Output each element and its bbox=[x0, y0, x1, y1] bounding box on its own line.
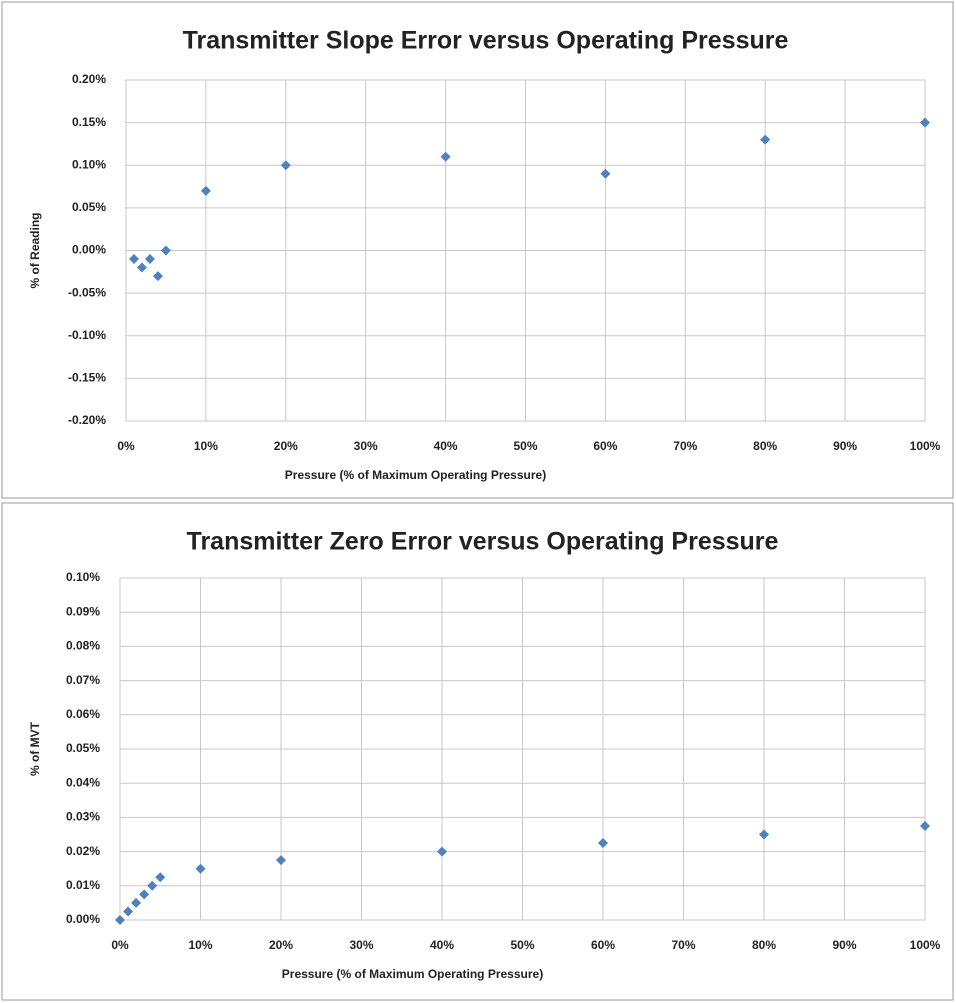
y-tick-label: -0.15% bbox=[68, 371, 106, 385]
point bbox=[276, 855, 286, 866]
point bbox=[131, 897, 142, 908]
point bbox=[760, 134, 771, 145]
y-tick-label: 0.00% bbox=[66, 912, 100, 926]
x-tick-label: 40% bbox=[430, 938, 454, 952]
x-axis-label: Pressure (% of Maximum Operating Pressur… bbox=[282, 967, 543, 981]
y-tick-label: -0.20% bbox=[68, 413, 106, 427]
point bbox=[147, 880, 158, 891]
y-tick-label: 0.00% bbox=[72, 243, 106, 257]
point bbox=[920, 820, 930, 831]
point bbox=[920, 117, 930, 128]
point bbox=[598, 838, 608, 849]
x-tick-label: 80% bbox=[752, 938, 776, 952]
x-tick-label: 30% bbox=[354, 439, 378, 453]
y-tick-label: 0.01% bbox=[66, 878, 100, 892]
x-tick-label: 90% bbox=[832, 938, 856, 952]
x-tick-label: 40% bbox=[434, 439, 458, 453]
point bbox=[136, 262, 147, 273]
point bbox=[152, 271, 163, 282]
point bbox=[155, 872, 166, 883]
y-tick-label: 0.10% bbox=[72, 157, 106, 171]
point bbox=[600, 168, 611, 179]
x-tick-label: 100% bbox=[910, 439, 941, 453]
x-tick-label: 90% bbox=[833, 439, 857, 453]
plot-border bbox=[125, 79, 926, 422]
chart-title: Transmitter Zero Error versus Operating … bbox=[187, 528, 779, 556]
y-tick-label: 0.02% bbox=[66, 844, 100, 858]
y-tick-label: 0.20% bbox=[72, 72, 106, 86]
panel bbox=[1, 1, 954, 499]
y-tick-label: 0.07% bbox=[66, 673, 100, 687]
x-tick-label: 60% bbox=[591, 938, 615, 952]
y-tick-label: 0.05% bbox=[66, 741, 100, 755]
x-tick-label: 70% bbox=[673, 439, 697, 453]
x-tick-label: 50% bbox=[513, 439, 537, 453]
point bbox=[759, 829, 769, 840]
x-tick-label: 80% bbox=[753, 439, 777, 453]
y-axis-label: % of MVT bbox=[28, 721, 42, 776]
y-tick-label: -0.10% bbox=[68, 328, 106, 342]
x-tick-label: 20% bbox=[269, 938, 293, 952]
point bbox=[200, 185, 211, 196]
x-tick-label: 30% bbox=[349, 938, 373, 952]
point bbox=[128, 254, 139, 265]
y-tick-label: 0.03% bbox=[66, 810, 100, 824]
x-tick-label: 20% bbox=[274, 439, 298, 453]
y-tick-label: 0.09% bbox=[66, 604, 100, 618]
point bbox=[115, 915, 125, 925]
chart-title: Transmitter Slope Error versus Operating… bbox=[183, 27, 789, 55]
x-tick-label: 0% bbox=[111, 938, 129, 952]
y-tick-label: -0.05% bbox=[68, 285, 106, 299]
x-tick-label: 10% bbox=[188, 938, 212, 952]
y-tick-label: 0.06% bbox=[66, 707, 100, 721]
x-tick-label: 10% bbox=[194, 439, 218, 453]
x-tick-label: 0% bbox=[117, 439, 135, 453]
y-tick-label: 0.04% bbox=[66, 775, 100, 789]
x-axis-label: Pressure (% of Maximum Operating Pressur… bbox=[285, 468, 546, 482]
point bbox=[437, 846, 447, 857]
point bbox=[123, 906, 134, 917]
point bbox=[440, 151, 451, 162]
x-tick-label: 50% bbox=[510, 938, 534, 952]
x-tick-label: 60% bbox=[593, 439, 617, 453]
y-axis-label: % of Reading bbox=[28, 212, 42, 288]
x-tick-label: 70% bbox=[671, 938, 695, 952]
point bbox=[195, 863, 206, 874]
y-tick-label: 0.15% bbox=[72, 115, 106, 129]
point bbox=[160, 245, 171, 256]
x-tick-label: 100% bbox=[910, 938, 941, 952]
y-tick-label: 0.10% bbox=[66, 570, 100, 584]
point bbox=[144, 254, 155, 265]
plot-border bbox=[119, 577, 926, 921]
point bbox=[139, 889, 150, 900]
y-tick-label: 0.08% bbox=[66, 639, 100, 653]
panel bbox=[1, 502, 954, 1001]
y-tick-label: 0.05% bbox=[72, 200, 106, 214]
point bbox=[280, 160, 291, 171]
